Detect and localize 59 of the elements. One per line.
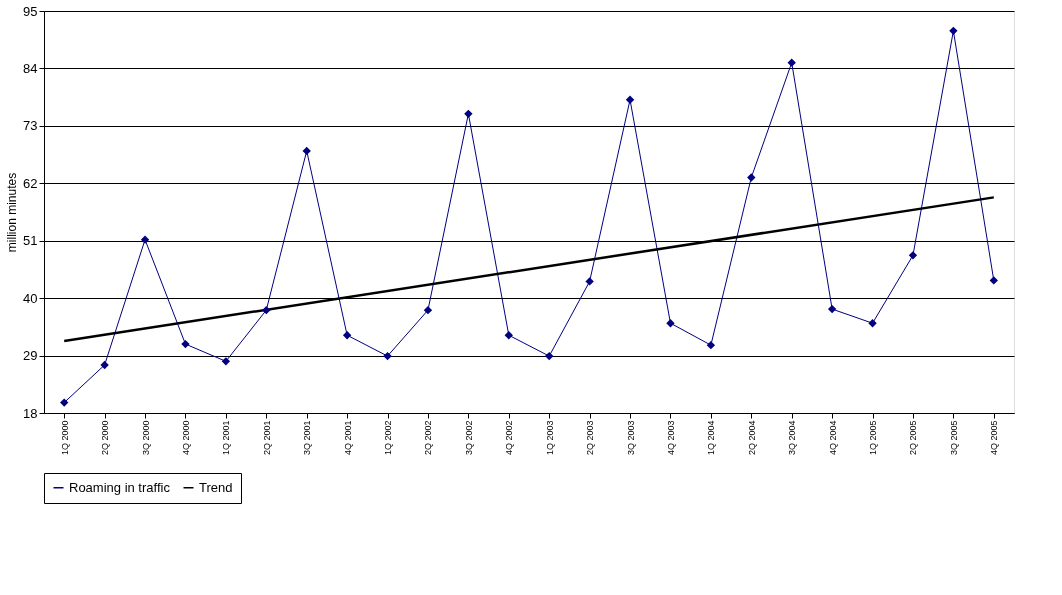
x-tick-label: 2Q 2003 (585, 420, 596, 456)
point (60, 398, 69, 407)
point (908, 251, 918, 260)
y-tick-label: 51 (23, 233, 38, 249)
point (464, 109, 473, 119)
x-tick-label: 2Q 2002 (423, 420, 434, 456)
point (140, 235, 150, 244)
y-tick-label: 73 (23, 118, 38, 134)
x-tick-label: 3Q 2004 (787, 420, 798, 456)
x-tick-label: 1Q 2000 (59, 420, 70, 456)
point (342, 331, 352, 340)
y-tick-label: 40 (23, 290, 38, 306)
point (787, 58, 796, 67)
point (989, 276, 998, 285)
point (383, 351, 392, 361)
point (545, 351, 554, 361)
x-tick-label: 4Q 2000 (180, 420, 191, 456)
x-tick-label: 3Q 2003 (625, 420, 636, 456)
point (504, 331, 513, 340)
y-tick-label: 29 (23, 348, 38, 364)
x-tick-label: 3Q 2005 (948, 420, 959, 456)
x-tick-label: 4Q 2005 (989, 420, 1000, 456)
x-tick-label: 4Q 2004 (827, 420, 838, 456)
x-tick-label: 2Q 2004 (746, 420, 757, 456)
x-tick-label: 1Q 2002 (383, 420, 394, 456)
x-tick-label: 2Q 2005 (908, 420, 919, 456)
legend-label: Trend (199, 479, 233, 495)
x-tick-label: 3Q 2002 (463, 420, 474, 456)
x-tick-label: 2Q 2000 (100, 420, 111, 456)
point (100, 360, 109, 370)
legend-label: Roaming in traffic (69, 479, 171, 495)
point (585, 277, 594, 286)
point (949, 26, 958, 36)
x-tick-label: 1Q 2004 (706, 420, 717, 456)
x-tick-label: 2Q 2001 (261, 420, 272, 456)
x-tick-label: 3Q 2001 (302, 420, 313, 456)
point (868, 319, 877, 328)
y-tick-label: 95 (23, 3, 38, 19)
x-tick-label: 1Q 2005 (868, 420, 879, 456)
point (747, 173, 756, 182)
y-tick-label: 84 (23, 60, 38, 76)
point (262, 305, 271, 315)
point (302, 146, 311, 156)
x-tick-label: 1Q 2003 (544, 420, 555, 456)
x-tick-label: 4Q 2001 (342, 420, 353, 456)
point (666, 319, 675, 328)
point (827, 304, 837, 314)
point (706, 340, 716, 350)
x-tick-label: 1Q 2001 (221, 420, 232, 456)
y-tick-label: 62 (23, 175, 38, 191)
point (423, 305, 433, 315)
x-tick-label: 4Q 2003 (665, 420, 676, 456)
point (181, 339, 190, 349)
point (625, 95, 635, 104)
x-tick-label: 3Q 2000 (140, 420, 151, 456)
y-tick-label: 18 (23, 405, 38, 421)
point (221, 357, 231, 366)
y-axis-title: million minutes (5, 172, 20, 253)
x-tick-label: 4Q 2002 (504, 420, 515, 456)
